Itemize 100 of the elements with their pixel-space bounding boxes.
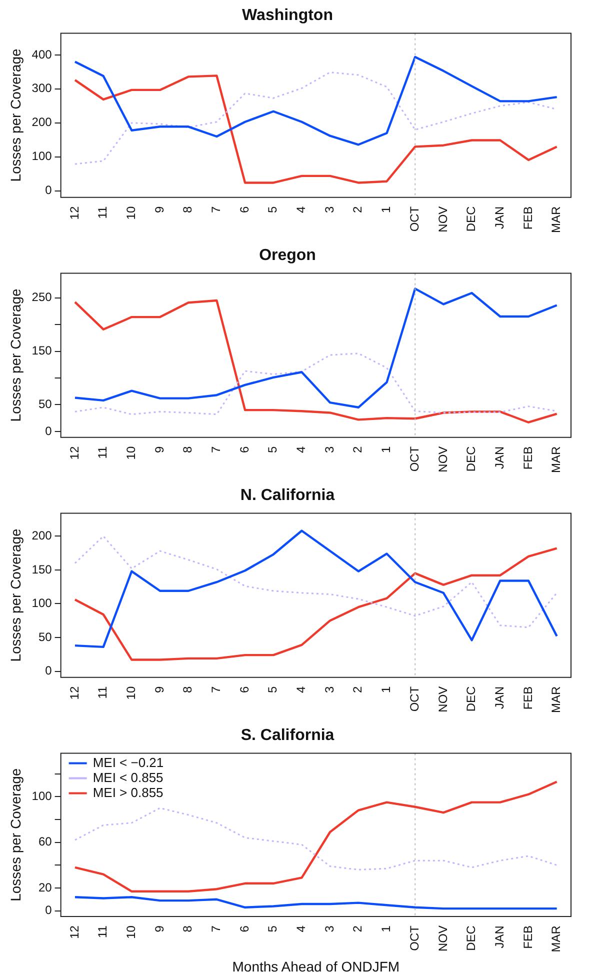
x-tick-label: 1 xyxy=(379,686,394,694)
x-tick-label: MAR xyxy=(549,925,564,952)
x-tick-label: FEB xyxy=(520,206,535,230)
x-tick-label: 5 xyxy=(266,925,280,932)
x-tick-label: 6 xyxy=(237,925,252,932)
y-tick-label: 200 xyxy=(32,115,52,130)
y-axis-title: Losses per Coverage xyxy=(7,288,24,422)
y-tick-label: 250 xyxy=(32,290,52,304)
x-tick-label: 9 xyxy=(152,925,166,932)
x-tick-label: 2 xyxy=(350,206,365,214)
y-axis-title: Losses per Coverage xyxy=(7,528,24,662)
x-tick-label: NOV xyxy=(436,206,450,232)
x-tick-label: 4 xyxy=(294,446,308,454)
x-tick-label: JAN xyxy=(492,686,506,710)
y-tick-label: 50 xyxy=(38,397,52,412)
x-tick-label: 1 xyxy=(379,206,394,214)
y-axis-title: Losses per Coverage xyxy=(7,768,24,902)
x-tick-label: NOV xyxy=(436,686,450,712)
x-tick-label: 2 xyxy=(350,925,365,932)
x-tick-label: FEB xyxy=(520,686,535,710)
x-tick-label: 10 xyxy=(124,686,138,700)
x-tick-label: OCT xyxy=(407,206,422,232)
x-tick-label: DEC xyxy=(464,446,478,472)
x-tick-label: 6 xyxy=(237,446,252,454)
chart-title: Oregon xyxy=(259,247,316,264)
x-tick-label: FEB xyxy=(520,926,535,949)
x-tick-label: 12 xyxy=(67,206,82,220)
x-tick-label: 3 xyxy=(322,446,336,454)
x-tick-label: OCT xyxy=(407,446,422,472)
x-tick-label: MAR xyxy=(549,686,564,714)
x-tick-label: JAN xyxy=(492,206,506,230)
x-tick-label: NOV xyxy=(436,926,450,952)
x-tick-label: 2 xyxy=(350,446,365,454)
x-tick-label: 6 xyxy=(237,686,252,694)
x-tick-label: NOV xyxy=(436,446,450,472)
x-axis-title: Months Ahead of ONDJFM xyxy=(232,958,400,974)
y-tick-label: 20 xyxy=(38,880,52,894)
x-tick-label: 7 xyxy=(209,925,224,932)
x-tick-label: 1 xyxy=(379,925,394,932)
x-tick-label: 8 xyxy=(180,686,195,694)
y-tick-label: 60 xyxy=(38,834,52,849)
x-tick-label: 9 xyxy=(152,206,166,214)
x-tick-label: 12 xyxy=(67,925,82,939)
x-tick-label: 5 xyxy=(266,446,280,454)
x-tick-label: 11 xyxy=(96,925,110,938)
x-tick-label: DEC xyxy=(464,206,478,232)
y-tick-label: 0 xyxy=(45,424,52,438)
y-tick-label: 150 xyxy=(32,562,52,576)
x-tick-label: 9 xyxy=(152,446,166,454)
x-tick-label: 5 xyxy=(266,686,280,694)
x-tick-label: 10 xyxy=(124,925,138,939)
y-tick-label: 0 xyxy=(45,664,52,678)
x-tick-label: FEB xyxy=(520,446,535,470)
x-tick-label: 3 xyxy=(322,206,336,214)
y-axis-title: Losses per Coverage xyxy=(7,48,24,182)
x-tick-label: 4 xyxy=(294,686,308,694)
x-tick-label: 8 xyxy=(180,925,195,932)
y-tick-label: 100 xyxy=(32,788,52,803)
x-tick-label: 7 xyxy=(209,686,224,694)
x-tick-label: 3 xyxy=(322,925,336,932)
x-tick-label: 8 xyxy=(180,446,195,454)
x-tick-label: 4 xyxy=(294,206,308,214)
x-tick-label: 3 xyxy=(322,686,336,694)
chart-title: N. California xyxy=(240,487,335,504)
x-tick-label: 7 xyxy=(209,206,224,214)
y-tick-label: 100 xyxy=(32,596,52,610)
x-tick-label: 5 xyxy=(266,206,280,214)
x-tick-label: 12 xyxy=(67,446,82,460)
line-series xyxy=(74,807,558,870)
x-tick-label: OCT xyxy=(407,924,422,951)
chart-title: Washington xyxy=(242,7,333,24)
x-tick-label: 10 xyxy=(124,446,138,460)
x-tick-label: JAN xyxy=(492,446,506,470)
x-tick-label: 12 xyxy=(67,686,82,700)
legend-label: MEI < −0.21 xyxy=(92,754,164,770)
y-tick-label: 0 xyxy=(45,903,52,918)
x-tick-label: 7 xyxy=(209,446,224,454)
x-tick-label: JAN xyxy=(492,926,506,948)
x-tick-label: 8 xyxy=(180,206,195,214)
y-tick-label: 150 xyxy=(32,344,52,358)
y-tick-label: 50 xyxy=(38,630,52,644)
x-tick-label: 11 xyxy=(96,206,110,219)
line-series xyxy=(74,535,558,628)
x-tick-label: 1 xyxy=(379,446,394,454)
x-tick-label: OCT xyxy=(407,686,422,712)
x-tick-label: 2 xyxy=(350,686,365,694)
x-tick-label: DEC xyxy=(464,686,478,712)
y-tick-label: 0 xyxy=(45,183,52,198)
x-tick-label: MAR xyxy=(549,206,564,234)
chart-title: S. California xyxy=(240,727,334,744)
y-tick-label: 200 xyxy=(32,528,52,542)
x-tick-label: 11 xyxy=(96,446,110,459)
y-tick-label: 100 xyxy=(32,149,52,164)
y-tick-label: 300 xyxy=(32,81,52,96)
y-tick-label: 400 xyxy=(32,47,52,62)
legend-label: MEI > 0.855 xyxy=(92,784,164,800)
x-tick-label: MAR xyxy=(549,446,564,474)
x-tick-label: DEC xyxy=(464,925,478,951)
x-tick-label: 6 xyxy=(237,206,252,214)
legend-label: MEI < 0.855 xyxy=(92,770,164,785)
